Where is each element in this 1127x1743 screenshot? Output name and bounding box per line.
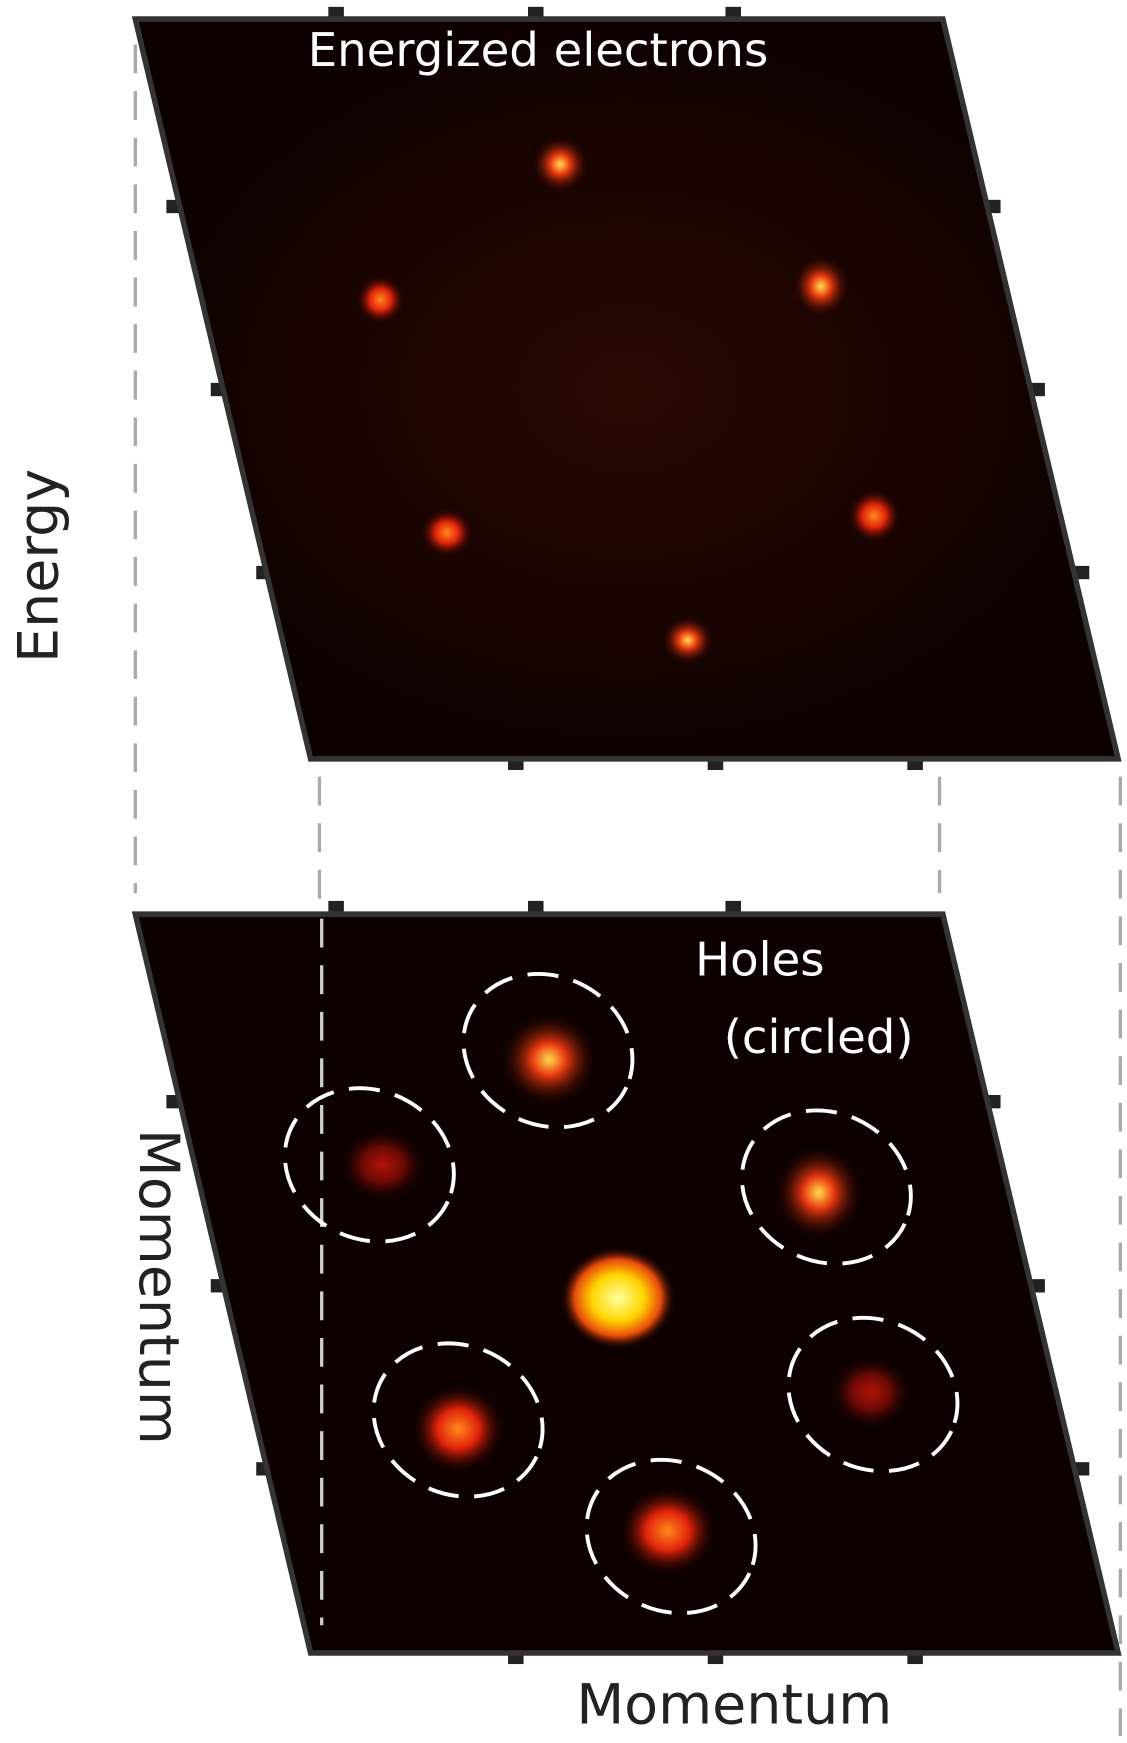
bottom-momentum-label: Momentum bbox=[576, 1674, 892, 1738]
center-spot bbox=[560, 1247, 675, 1349]
spot bbox=[792, 255, 850, 317]
spot bbox=[619, 1487, 717, 1576]
spot bbox=[847, 489, 900, 542]
energy-label: Energy bbox=[7, 469, 71, 663]
spot bbox=[661, 616, 714, 665]
figure: Energized electrons Holes (circled) Ener… bbox=[0, 0, 1127, 1743]
side-momentum-label: Momentum bbox=[126, 1129, 190, 1445]
spot bbox=[356, 275, 405, 324]
spot bbox=[420, 508, 473, 557]
spot bbox=[412, 1385, 505, 1474]
spot bbox=[774, 1146, 863, 1239]
spot bbox=[341, 1129, 425, 1200]
bottom-label: (circled) bbox=[724, 1010, 914, 1064]
spot bbox=[531, 136, 589, 194]
spot bbox=[500, 1013, 598, 1106]
top-label: Energized electrons bbox=[308, 23, 768, 77]
bottom-label: Holes bbox=[695, 933, 824, 987]
top-panel bbox=[135, 19, 1118, 759]
spot bbox=[831, 1357, 911, 1428]
